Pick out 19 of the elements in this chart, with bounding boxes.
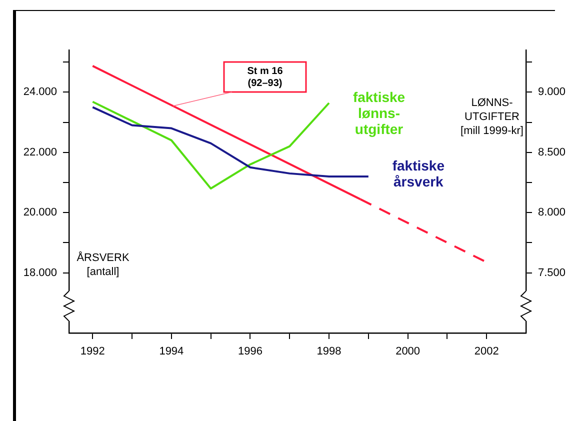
y-axis-title: ÅRSVERK [antall] (76, 250, 130, 278)
y2-tick-label: 9.000 (538, 86, 566, 98)
annotation: St m 16 (92–93) (247, 66, 284, 89)
x-tick-label: 1994 (159, 346, 184, 358)
y-tick-label: 20.000 (23, 206, 57, 219)
series-label: faktiske årsverk (392, 157, 445, 190)
x-tick-label: 1998 (316, 346, 342, 358)
y-tick-label: 24.000 (23, 86, 57, 98)
y2-tick-label: 8.500 (538, 146, 566, 158)
x-tick-label: 1992 (80, 346, 105, 358)
y-tick-label: 18.000 (23, 266, 57, 279)
x-tick-label: 1996 (238, 346, 262, 358)
y2-tick-label: 8.000 (538, 206, 566, 219)
x-tick-label: 2000 (396, 346, 420, 358)
x-tick-label: 2002 (474, 346, 499, 358)
y2-axis-title: LØNNS-UTGIFTER [mill 1999-kr] (460, 97, 524, 138)
y-tick-label: 22.000 (23, 146, 57, 158)
series-label: faktiske lønns-utgifter (352, 88, 406, 137)
y2-tick-label: 7.500 (538, 266, 566, 279)
